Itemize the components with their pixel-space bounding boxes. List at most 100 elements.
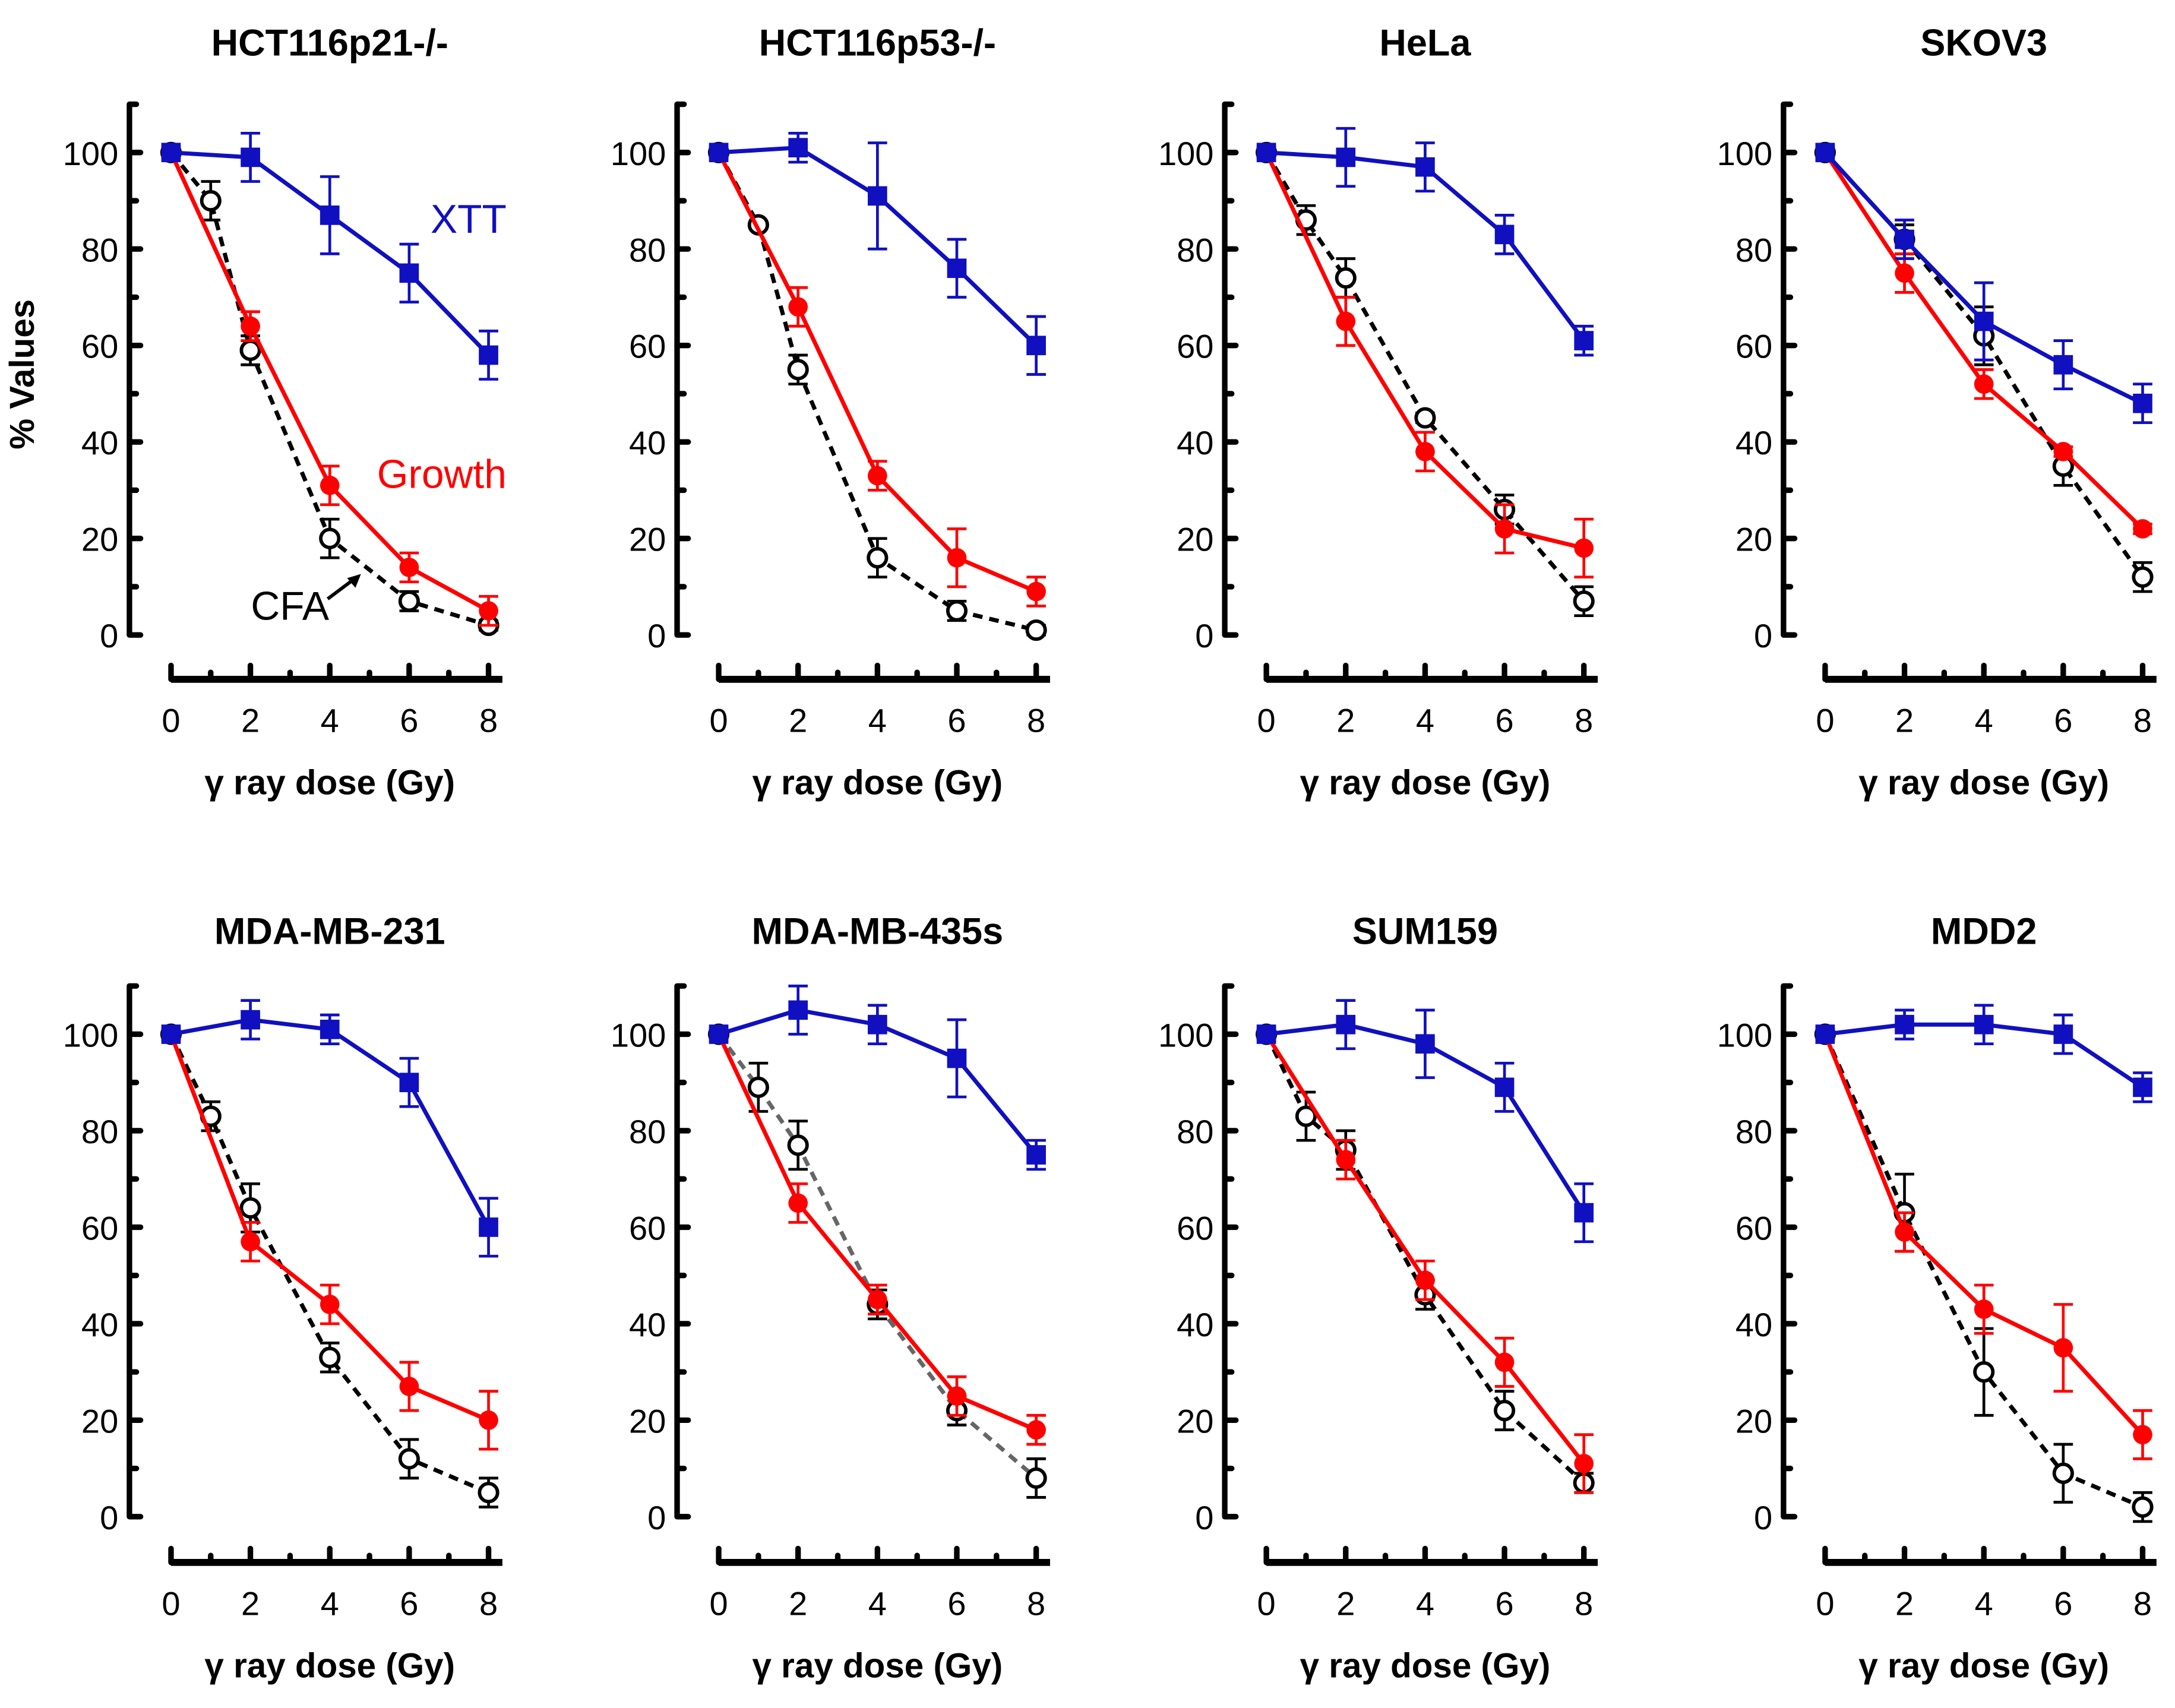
data-point-growth	[1574, 538, 1594, 558]
data-point-xtt	[2133, 393, 2152, 413]
y-axis-label: % Values	[3, 299, 42, 450]
data-point-cfa	[319, 527, 341, 549]
data-point-growth	[2053, 442, 2073, 461]
data-point-xtt	[867, 186, 887, 206]
series-xtt	[161, 999, 498, 1258]
data-point-growth	[1895, 1222, 1914, 1242]
x-axis-label: γ ray dose (Gy)	[1858, 764, 2109, 802]
series-line-growth	[1264, 151, 1585, 551]
series-xtt	[709, 131, 1046, 376]
x-tick-label: 4	[1975, 702, 1993, 739]
data-point-cfa	[2052, 1462, 2074, 1484]
annotation-xtt: XTT	[431, 197, 507, 242]
y-tick-label: 0	[647, 1499, 666, 1536]
data-point-cfa	[787, 1134, 809, 1156]
y-tick-label: 40	[1177, 1306, 1213, 1343]
data-point-xtt	[399, 263, 419, 283]
y-tick-label: 60	[629, 1209, 666, 1247]
x-tick-label: 0	[162, 702, 180, 739]
data-point-cfa	[239, 1197, 261, 1219]
data-point-growth	[788, 297, 808, 317]
data-point-growth	[1974, 1299, 1994, 1319]
x-tick-label: 2	[1336, 1585, 1355, 1622]
data-point-xtt	[1336, 1014, 1356, 1035]
data-point-growth	[399, 558, 419, 577]
data-point-xtt	[2053, 1024, 2073, 1044]
series-xtt	[1815, 1004, 2152, 1103]
x-tick-label: 8	[479, 702, 498, 739]
y-tick-label: 100	[63, 1016, 118, 1054]
x-tick-label: 4	[868, 1585, 887, 1622]
panel-mdd2: MDD2 0 20 40 60 80 100 0 2 4 6 8 γ ray dose (Gy)	[1717, 911, 2157, 1685]
data-point-cfa	[747, 1076, 769, 1098]
x-tick-label: 0	[1816, 702, 1834, 739]
panel-title: MDA-MB-435s	[752, 911, 1004, 953]
annotation-arrow-head	[347, 574, 361, 588]
y-tick-label: 0	[1195, 617, 1213, 654]
y-tick-label: 100	[1158, 135, 1213, 172]
data-point-cfa	[1414, 407, 1436, 429]
y-tick-label: 0	[1195, 1499, 1213, 1536]
x-tick-label: 0	[709, 1585, 728, 1622]
y-tick-label: 40	[1735, 424, 1772, 461]
data-point-cfa	[787, 359, 809, 381]
y-tick-label: 100	[611, 135, 666, 172]
data-point-growth	[2133, 1425, 2152, 1445]
data-point-xtt	[1415, 1034, 1435, 1054]
x-tick-label: 8	[2133, 702, 2152, 739]
y-tick-label: 20	[629, 521, 666, 558]
panel-title: SKOV3	[1920, 22, 2047, 64]
data-point-growth	[479, 601, 498, 621]
y-tick-label: 0	[1754, 617, 1772, 654]
data-point-xtt	[1574, 1203, 1594, 1223]
x-tick-label: 8	[479, 1585, 498, 1622]
data-point-xtt	[399, 1073, 419, 1093]
data-point-xtt	[1415, 157, 1435, 177]
y-tick-label: 20	[1177, 1402, 1213, 1440]
panel-title: HCT116p53-/-	[759, 22, 996, 64]
y-tick-label: 60	[1735, 1209, 1772, 1247]
data-point-growth	[1026, 1420, 1046, 1440]
data-point-xtt	[2053, 355, 2073, 375]
data-point-growth	[867, 1289, 887, 1310]
data-point-growth	[1494, 1352, 1515, 1372]
x-tick-label: 6	[400, 702, 418, 739]
data-point-xtt	[320, 205, 340, 225]
data-point-cfa	[398, 590, 420, 612]
y-tick-label: 100	[1158, 1016, 1213, 1054]
series-cfa	[1814, 141, 2154, 593]
series-line-cfa	[1264, 151, 1586, 603]
data-point-xtt	[1574, 331, 1594, 350]
y-tick-label: 40	[629, 1306, 666, 1343]
x-tick-label: 8	[1575, 702, 1593, 739]
data-point-growth	[1026, 581, 1046, 602]
panel-title: HCT116p21-/-	[211, 22, 448, 64]
x-tick-label: 2	[1336, 702, 1355, 739]
y-tick-label: 0	[647, 617, 666, 654]
data-point-growth	[1895, 263, 1914, 283]
data-point-growth	[1415, 442, 1435, 461]
data-point-growth	[1494, 519, 1515, 539]
data-point-growth	[867, 466, 887, 486]
x-tick-label: 2	[789, 1585, 807, 1622]
y-tick-label: 0	[1754, 1499, 1772, 1536]
y-tick-label: 20	[1735, 1402, 1772, 1440]
x-tick-label: 6	[2054, 1585, 2072, 1622]
data-point-xtt	[1895, 229, 1914, 249]
y-tick-label: 40	[81, 424, 118, 461]
y-tick-label: 80	[1177, 1113, 1213, 1150]
x-axis-label: γ ray dose (Gy)	[753, 764, 1003, 802]
panel-hct116p53-: HCT116p53-/- 0 20 40 60 80 100 0 2 4 6 8 γ ray dose …	[611, 22, 1050, 802]
y-tick-label: 60	[1735, 328, 1772, 365]
annotation-cfa: CFA	[251, 584, 329, 628]
panel-title: MDD2	[1931, 911, 2037, 953]
data-point-cfa	[1025, 619, 1047, 641]
series-cfa	[1814, 1023, 2154, 1523]
x-axis-label: γ ray dose (Gy)	[753, 1647, 1003, 1685]
data-point-xtt	[1974, 1014, 1994, 1035]
x-tick-label: 2	[241, 1585, 260, 1622]
x-tick-label: 0	[1257, 1585, 1276, 1622]
panel-hela: HeLa 0 20 40 60 80 100 0 2 4 6 8 γ ray dose (Gy)	[1158, 22, 1598, 802]
data-point-xtt	[1026, 1145, 1046, 1165]
y-tick-label: 60	[1177, 328, 1213, 365]
